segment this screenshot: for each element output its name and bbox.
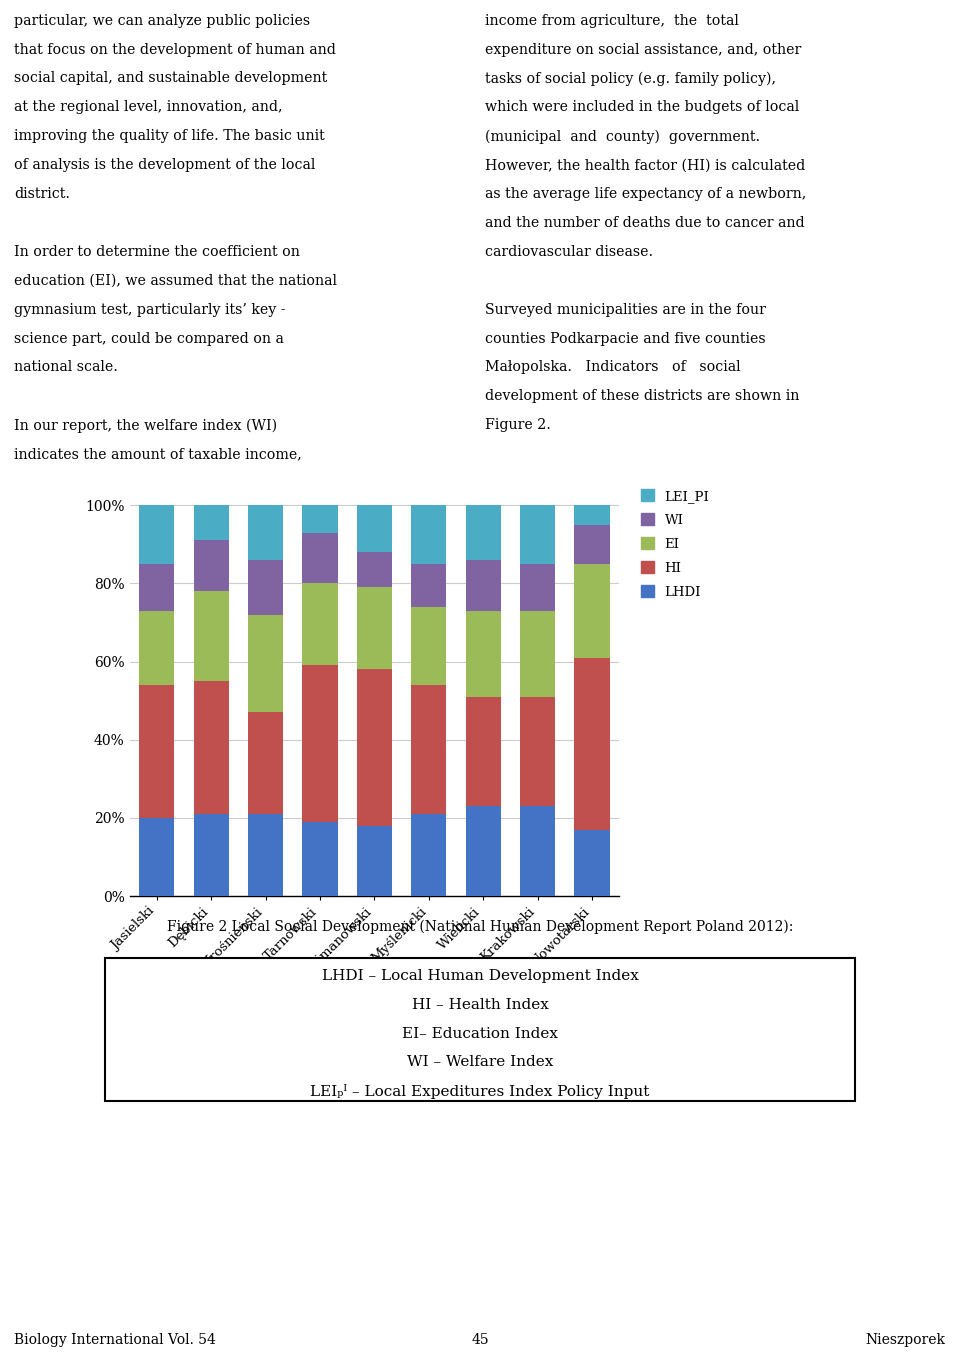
Text: Nieszporek: Nieszporek [866, 1332, 946, 1347]
Text: cardiovascular disease.: cardiovascular disease. [485, 245, 653, 259]
Text: (municipal  and  county)  government.: (municipal and county) government. [485, 130, 760, 144]
Bar [411, 685, 446, 814]
Bar [574, 525, 610, 564]
Text: national scale.: national scale. [14, 361, 118, 375]
Bar [574, 564, 610, 658]
Text: HI – Health Index: HI – Health Index [412, 999, 548, 1012]
Bar [574, 658, 610, 829]
Text: 45: 45 [471, 1332, 489, 1347]
Text: that focus on the development of human and: that focus on the development of human a… [14, 42, 336, 56]
Text: expenditure on social assistance, and, other: expenditure on social assistance, and, o… [485, 42, 801, 56]
Text: However, the health factor (HI) is calculated: However, the health factor (HI) is calcu… [485, 159, 805, 172]
Text: improving the quality of life. The basic unit: improving the quality of life. The basic… [14, 130, 325, 144]
Text: gymnasium test, particularly its’ key -: gymnasium test, particularly its’ key - [14, 302, 286, 316]
FancyBboxPatch shape [105, 958, 855, 1101]
Text: and the number of deaths due to cancer and: and the number of deaths due to cancer a… [485, 216, 804, 230]
Bar [411, 505, 446, 564]
Text: indicates the amount of taxable income,: indicates the amount of taxable income, [14, 447, 302, 461]
Text: Małopolska.   Indicators   of   social: Małopolska. Indicators of social [485, 361, 740, 375]
Text: WI – Welfare Index: WI – Welfare Index [407, 1056, 553, 1070]
Bar [357, 505, 392, 553]
Bar [302, 532, 338, 583]
Text: science part, could be compared on a: science part, could be compared on a [14, 331, 284, 346]
Text: district.: district. [14, 187, 70, 201]
Bar [520, 696, 555, 806]
Text: of analysis is the development of the local: of analysis is the development of the lo… [14, 159, 316, 172]
Text: social capital, and sustainable development: social capital, and sustainable developm… [14, 71, 327, 85]
Bar [302, 583, 338, 665]
Bar [466, 560, 501, 610]
Bar [357, 553, 392, 587]
Text: tasks of social policy (e.g. family policy),: tasks of social policy (e.g. family poli… [485, 71, 776, 86]
Bar [574, 505, 610, 525]
Bar [248, 614, 283, 713]
Bar [357, 587, 392, 669]
Text: LEIₚᴵ – Local Expeditures Index Policy Input: LEIₚᴵ – Local Expeditures Index Policy I… [310, 1083, 650, 1099]
Text: LHDI – Local Human Development Index: LHDI – Local Human Development Index [322, 970, 638, 984]
Text: which were included in the budgets of local: which were included in the budgets of lo… [485, 100, 799, 115]
Text: income from agriculture,  the  total: income from agriculture, the total [485, 14, 738, 27]
Bar [411, 814, 446, 896]
Bar [248, 505, 283, 560]
Text: at the regional level, innovation, and,: at the regional level, innovation, and, [14, 100, 283, 115]
Bar [466, 505, 501, 560]
Bar [357, 669, 392, 826]
Text: education (EI), we assumed that the national: education (EI), we assumed that the nati… [14, 274, 337, 287]
Bar [139, 564, 175, 610]
Bar [520, 610, 555, 696]
Bar [139, 610, 175, 685]
Bar [139, 818, 175, 896]
Text: In order to determine the coefficient on: In order to determine the coefficient on [14, 245, 300, 259]
Bar [520, 806, 555, 896]
Bar [194, 505, 228, 540]
Bar [194, 591, 228, 681]
Text: Surveyed municipalities are in the four: Surveyed municipalities are in the four [485, 302, 766, 316]
Bar [357, 826, 392, 896]
Text: as the average life expectancy of a newborn,: as the average life expectancy of a newb… [485, 187, 806, 201]
Bar [139, 685, 175, 818]
Text: Figure 2.: Figure 2. [485, 419, 551, 432]
Bar [139, 505, 175, 564]
Bar [466, 806, 501, 896]
Bar [194, 814, 228, 896]
Bar [411, 564, 446, 607]
Bar [466, 610, 501, 696]
Bar [302, 665, 338, 822]
Text: particular, we can analyze public policies: particular, we can analyze public polici… [14, 14, 310, 27]
Text: development of these districts are shown in: development of these districts are shown… [485, 390, 799, 404]
Bar [520, 564, 555, 610]
Bar [574, 829, 610, 896]
Legend: LEI_PI, WI, EI, HI, LHDI: LEI_PI, WI, EI, HI, LHDI [636, 484, 715, 603]
Bar [302, 822, 338, 896]
Bar [248, 713, 283, 814]
Bar [194, 681, 228, 814]
Text: EI– Education Index: EI– Education Index [402, 1027, 558, 1041]
Text: Biology International Vol. 54: Biology International Vol. 54 [14, 1332, 216, 1347]
Bar [520, 505, 555, 564]
Text: counties Podkarpacie and five counties: counties Podkarpacie and five counties [485, 331, 765, 346]
Text: Figure 2 Local Social Development (National Human Development Report Poland 2012: Figure 2 Local Social Development (Natio… [167, 919, 793, 934]
Bar [194, 540, 228, 591]
Bar [302, 505, 338, 532]
Bar [466, 696, 501, 806]
Bar [248, 814, 283, 896]
Bar [248, 560, 283, 614]
Bar [411, 607, 446, 685]
Text: In our report, the welfare index (WI): In our report, the welfare index (WI) [14, 419, 277, 432]
